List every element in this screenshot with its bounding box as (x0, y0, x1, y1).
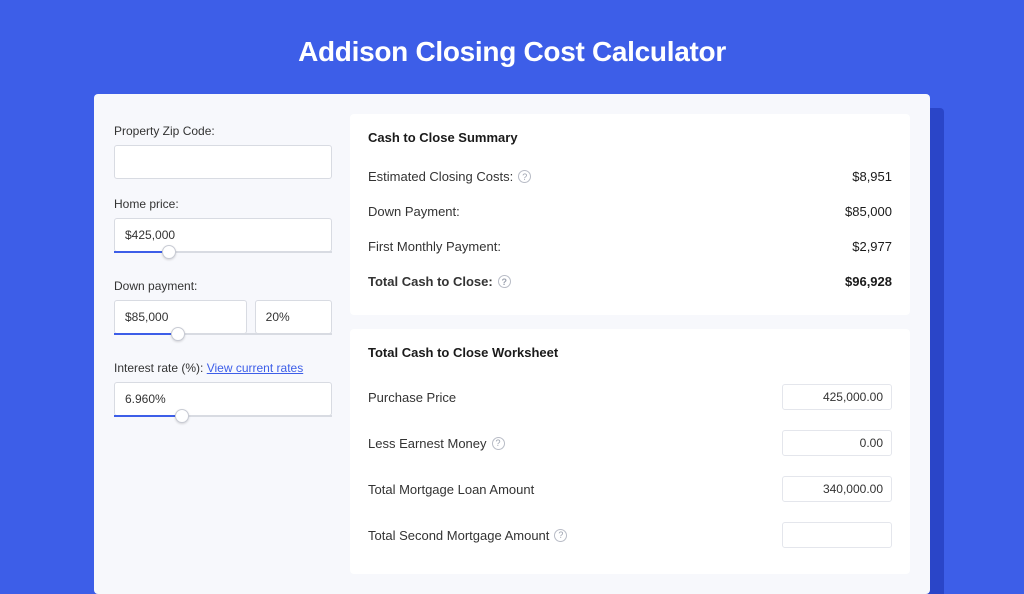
down-payment-label: Down payment: (114, 279, 332, 293)
worksheet-row-second-mortgage: Total Second Mortgage Amount ? (368, 512, 892, 558)
slider-thumb[interactable] (175, 409, 189, 423)
worksheet-row-loan-amount: Total Mortgage Loan Amount (368, 466, 892, 512)
worksheet-purchase-price-input[interactable] (782, 384, 892, 410)
summary-card: Cash to Close Summary Estimated Closing … (350, 114, 910, 315)
summary-row-total: Total Cash to Close: ? $96,928 (368, 264, 892, 299)
help-icon[interactable]: ? (498, 275, 511, 288)
help-icon[interactable]: ? (492, 437, 505, 450)
worksheet-second-mortgage-input[interactable] (782, 522, 892, 548)
summary-total-value: $96,928 (845, 274, 892, 289)
summary-title: Cash to Close Summary (368, 130, 892, 145)
down-payment-field-group: Down payment: (114, 279, 332, 343)
summary-value: $2,977 (852, 239, 892, 254)
calculator-container: Property Zip Code: Home price: Down paym… (94, 94, 930, 594)
summary-row-closing-costs: Estimated Closing Costs: ? $8,951 (368, 159, 892, 194)
home-price-input[interactable] (114, 218, 332, 252)
interest-rate-label: Interest rate (%): View current rates (114, 361, 332, 375)
home-price-slider[interactable] (114, 251, 332, 261)
results-panel: Cash to Close Summary Estimated Closing … (350, 114, 910, 574)
input-panel: Property Zip Code: Home price: Down paym… (114, 114, 332, 574)
summary-row-down-payment: Down Payment: $85,000 (368, 194, 892, 229)
home-price-label: Home price: (114, 197, 332, 211)
home-price-field-group: Home price: (114, 197, 332, 261)
worksheet-title: Total Cash to Close Worksheet (368, 345, 892, 360)
summary-total-label: Total Cash to Close: ? (368, 274, 511, 289)
interest-rate-label-text: Interest rate (%): (114, 361, 203, 375)
summary-value: $85,000 (845, 204, 892, 219)
summary-label: First Monthly Payment: (368, 239, 501, 254)
slider-fill (114, 333, 171, 335)
zip-label: Property Zip Code: (114, 124, 332, 138)
worksheet-row-purchase-price: Purchase Price (368, 374, 892, 420)
slider-fill (114, 415, 175, 417)
help-icon[interactable]: ? (518, 170, 531, 183)
worksheet-row-earnest-money: Less Earnest Money ? (368, 420, 892, 466)
summary-label: Down Payment: (368, 204, 460, 219)
slider-thumb[interactable] (171, 327, 185, 341)
down-payment-percent-input[interactable] (255, 300, 332, 334)
view-rates-link[interactable]: View current rates (207, 361, 304, 375)
worksheet-card: Total Cash to Close Worksheet Purchase P… (350, 329, 910, 574)
worksheet-label: Total Second Mortgage Amount ? (368, 528, 567, 543)
zip-input[interactable] (114, 145, 332, 179)
down-payment-slider[interactable] (114, 333, 332, 343)
slider-thumb[interactable] (162, 245, 176, 259)
worksheet-earnest-money-input[interactable] (782, 430, 892, 456)
zip-field-group: Property Zip Code: (114, 124, 332, 179)
help-icon[interactable]: ? (554, 529, 567, 542)
worksheet-loan-amount-input[interactable] (782, 476, 892, 502)
summary-row-first-payment: First Monthly Payment: $2,977 (368, 229, 892, 264)
interest-rate-slider[interactable] (114, 415, 332, 425)
summary-label: Estimated Closing Costs: ? (368, 169, 531, 184)
page-title: Addison Closing Cost Calculator (0, 0, 1024, 94)
interest-rate-field-group: Interest rate (%): View current rates (114, 361, 332, 425)
summary-value: $8,951 (852, 169, 892, 184)
worksheet-label: Less Earnest Money ? (368, 436, 505, 451)
interest-rate-input[interactable] (114, 382, 332, 416)
slider-fill (114, 251, 162, 253)
worksheet-label: Total Mortgage Loan Amount (368, 482, 534, 497)
worksheet-label: Purchase Price (368, 390, 456, 405)
